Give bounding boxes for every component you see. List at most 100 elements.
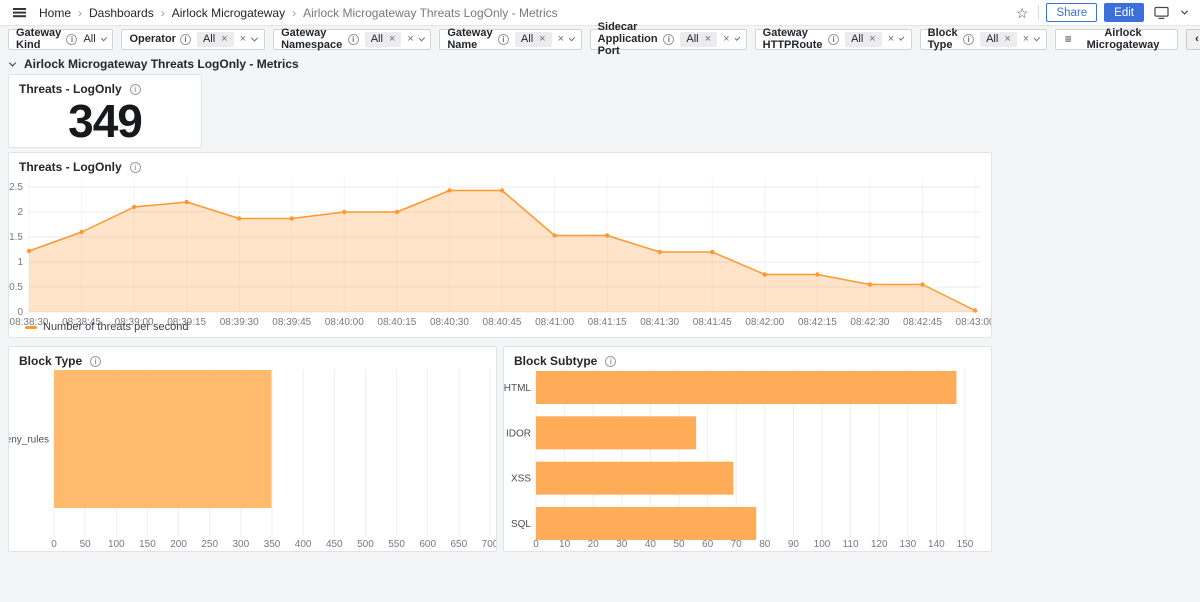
filter-label: Gateway Kind bbox=[16, 27, 62, 51]
filter-value: All bbox=[520, 33, 534, 45]
chevron-down-icon[interactable] bbox=[898, 34, 905, 41]
panel-title: Block Subtype bbox=[514, 354, 598, 368]
svg-text:08:39:30: 08:39:30 bbox=[220, 317, 259, 328]
chevron-down-icon[interactable] bbox=[734, 34, 740, 41]
svg-text:40: 40 bbox=[645, 539, 657, 550]
svg-text:140: 140 bbox=[928, 539, 945, 550]
svg-text:50: 50 bbox=[80, 539, 92, 550]
filter-gateway-kind[interactable]: Gateway Kind All bbox=[8, 27, 114, 51]
remove-value-icon[interactable]: × bbox=[539, 32, 546, 45]
chevron-down-icon[interactable] bbox=[100, 34, 107, 41]
info-icon[interactable] bbox=[663, 33, 675, 45]
filter-value: All bbox=[370, 33, 383, 45]
filter-value-chip[interactable]: All × bbox=[845, 31, 882, 47]
filter-sidecar-application-port[interactable]: Sidecar Application Port All × × bbox=[589, 21, 747, 57]
clear-all-icon[interactable]: × bbox=[407, 32, 414, 45]
info-icon[interactable] bbox=[179, 33, 191, 45]
clear-all-icon[interactable]: × bbox=[1022, 32, 1030, 45]
clear-all-icon[interactable]: × bbox=[239, 32, 247, 45]
remove-value-icon[interactable]: × bbox=[869, 32, 876, 45]
remove-value-icon[interactable]: × bbox=[1004, 32, 1011, 45]
chevron-down-icon[interactable] bbox=[418, 34, 425, 41]
filter-gateway-httproute[interactable]: Gateway HTTPRoute All × × bbox=[754, 27, 912, 51]
share-button[interactable]: Share bbox=[1046, 3, 1098, 22]
barchart-panel-block-subtype: Block Subtype 0 10 20 30 40 50 60 70 80 90 100 110 1… bbox=[503, 346, 992, 552]
remove-value-icon[interactable]: × bbox=[388, 32, 396, 45]
divider bbox=[1038, 5, 1040, 20]
panel-header[interactable]: Block Type bbox=[9, 347, 496, 368]
row-title: Airlock Microgateway Threats LogOnly - M… bbox=[24, 57, 299, 71]
chevron-down-icon[interactable] bbox=[251, 34, 259, 42]
barchart-panel-block-type: Block Type 0 50 100 150 200 250 300 350 400 450 50… bbox=[8, 346, 497, 552]
kiosk-mode-icon[interactable] bbox=[1151, 6, 1172, 20]
filter-value-chip[interactable]: All × bbox=[196, 31, 234, 47]
svg-text:08:41:15: 08:41:15 bbox=[588, 317, 627, 328]
dashboard-link-button[interactable]: ≡ Airlock Microgateway bbox=[1054, 27, 1179, 51]
hamburger-icon bbox=[13, 8, 26, 17]
block-type-chart[interactable]: 0 50 100 150 200 250 300 350 400 450 500 550 600 650 7… bbox=[9, 369, 496, 551]
svg-text:80: 80 bbox=[759, 539, 771, 550]
info-icon[interactable] bbox=[129, 161, 141, 173]
svg-text:08:41:45: 08:41:45 bbox=[693, 317, 732, 328]
chevron-down-icon[interactable] bbox=[568, 34, 575, 41]
dashboard-row-header[interactable]: Airlock Microgateway Threats LogOnly - M… bbox=[8, 57, 299, 71]
stat-value: 349 bbox=[68, 95, 143, 147]
svg-text:0: 0 bbox=[17, 307, 23, 318]
clear-all-icon[interactable]: × bbox=[887, 32, 895, 45]
svg-text:SQL: SQL bbox=[511, 519, 531, 530]
panel-header[interactable]: Block Subtype bbox=[504, 347, 991, 368]
filter-value-chip[interactable]: All × bbox=[514, 31, 552, 47]
filter-value: All bbox=[986, 33, 999, 45]
svg-text:150: 150 bbox=[139, 539, 156, 550]
chart-legend[interactable]: Number of threats per second bbox=[25, 321, 189, 333]
breadcrumb-item[interactable]: Dashboards bbox=[89, 5, 154, 20]
edit-button[interactable]: Edit bbox=[1104, 3, 1144, 22]
panel-header[interactable]: Threats - LogOnly bbox=[9, 75, 201, 96]
panel-header[interactable]: Threats - LogOnly bbox=[9, 153, 991, 174]
filter-gateway-namespace[interactable]: Gateway Namespace All × × bbox=[273, 27, 432, 51]
timeseries-chart[interactable]: 0 0.5 1 1.5 2 2.5 08:38:30 08:38:45 08:39:00 08:3… bbox=[9, 173, 991, 333]
chevron-down-icon[interactable] bbox=[1033, 34, 1040, 41]
svg-text:100: 100 bbox=[814, 539, 831, 550]
svg-text:deny_rules: deny_rules bbox=[8, 435, 49, 446]
filter-value: All bbox=[851, 33, 864, 45]
chevron-down-icon[interactable] bbox=[1179, 7, 1190, 15]
info-icon[interactable] bbox=[828, 33, 840, 45]
info-icon[interactable] bbox=[347, 33, 359, 45]
filter-value-chip[interactable]: All × bbox=[980, 31, 1017, 47]
svg-text:08:40:30: 08:40:30 bbox=[430, 317, 469, 328]
remove-value-icon[interactable]: × bbox=[221, 32, 228, 45]
filter-label: Operator bbox=[129, 33, 176, 45]
panel-title: Threats - LogOnly bbox=[19, 160, 122, 174]
filter-block-type[interactable]: Block Type All × × bbox=[919, 27, 1047, 51]
svg-text:08:38:30: 08:38:30 bbox=[10, 317, 49, 328]
filter-gateway-name[interactable]: Gateway Name All × × bbox=[439, 27, 582, 51]
info-icon[interactable] bbox=[90, 355, 102, 367]
breadcrumb-item[interactable]: Airlock Microgateway bbox=[171, 5, 286, 20]
info-icon[interactable] bbox=[605, 355, 617, 367]
clear-all-icon[interactable]: × bbox=[723, 32, 730, 45]
dashboard-canvas: Airlock Microgateway Threats LogOnly - M… bbox=[0, 52, 1200, 602]
clear-all-icon[interactable]: × bbox=[557, 32, 565, 45]
svg-text:0: 0 bbox=[51, 539, 57, 550]
star-icon[interactable]: ☆ bbox=[1013, 6, 1032, 20]
svg-text:30: 30 bbox=[616, 539, 628, 550]
info-icon[interactable] bbox=[66, 33, 78, 45]
menu-icon[interactable] bbox=[10, 8, 29, 17]
remove-value-icon[interactable]: × bbox=[704, 32, 712, 45]
time-shift-back-button[interactable]: ‹ bbox=[1187, 30, 1200, 49]
svg-text:400: 400 bbox=[295, 539, 312, 550]
breadcrumb-item[interactable]: Home bbox=[39, 5, 72, 20]
svg-text:150: 150 bbox=[957, 539, 974, 550]
filter-operator[interactable]: Operator All × × bbox=[121, 28, 266, 50]
timeseries-panel-threats-logonly: Threats - LogOnly 0 0.5 1 1.5 2 2.5 08:38:30 08… bbox=[8, 152, 992, 338]
svg-text:08:41:00: 08:41:00 bbox=[535, 317, 574, 328]
info-icon[interactable] bbox=[129, 83, 141, 95]
svg-text:08:42:45: 08:42:45 bbox=[903, 317, 942, 328]
block-subtype-chart[interactable]: 0 10 20 30 40 50 60 70 80 90 100 110 120 130 140 150 HTM… bbox=[504, 369, 991, 551]
topbar-actions: ☆ Share Edit bbox=[1013, 3, 1190, 22]
info-icon[interactable] bbox=[497, 33, 509, 45]
filter-value-chip[interactable]: All × bbox=[680, 31, 718, 47]
info-icon[interactable] bbox=[963, 33, 975, 45]
filter-value-chip[interactable]: All × bbox=[364, 31, 402, 47]
